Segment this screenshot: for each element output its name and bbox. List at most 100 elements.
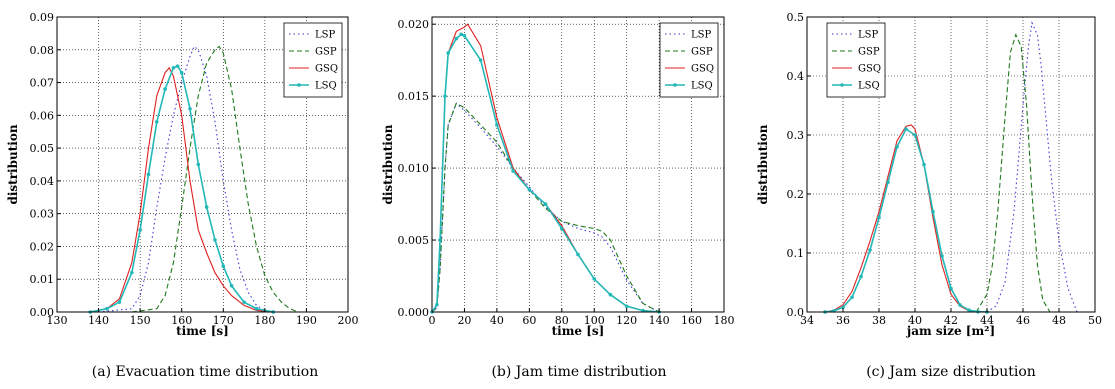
y-tick-label: 0.2: [787, 188, 805, 201]
x-tick-label: 120: [616, 314, 637, 327]
data-point-lsq: [117, 300, 122, 304]
data-point-lsq: [495, 123, 499, 127]
x-tick-label: 100: [584, 314, 605, 327]
legend-label-lsq: LSQ: [858, 81, 880, 92]
legend-label-gsq: GSQ: [691, 64, 714, 75]
x-tick-label: 40: [908, 314, 922, 327]
y-tick-label: 0.07: [30, 77, 55, 90]
data-point-lsq: [559, 226, 564, 231]
data-point-lsq: [163, 87, 167, 91]
data-point-lsq: [459, 32, 464, 37]
plot-frame: [56, 16, 349, 313]
data-point-lsq: [576, 252, 580, 257]
y-axis-label: distribution: [756, 124, 770, 204]
data-point-lsq: [242, 300, 246, 304]
series-line-gsq: [90, 66, 274, 312]
series-line-gsq: [824, 124, 979, 312]
data-point-lsq: [592, 277, 597, 281]
y-axis-label: distribution: [6, 124, 20, 204]
data-point-lsq: [511, 169, 515, 173]
data-point-lsq: [931, 209, 935, 214]
series-line-lsq: [90, 65, 274, 312]
legend-label-lsp: LSP: [315, 30, 335, 41]
x-tick-label: 80: [555, 314, 569, 327]
x-axis-label: time [s]: [552, 324, 605, 338]
y-tick-label: 0.005: [398, 234, 430, 247]
data-point-lsq: [138, 228, 142, 232]
caption-2: (b) Jam time distribution: [491, 364, 666, 380]
data-point-lsq: [868, 248, 872, 252]
y-tick-label: 0.02: [30, 240, 55, 253]
y-tick-label: 0.010: [398, 162, 430, 175]
x-tick-label: 60: [522, 314, 536, 327]
data-point-lsq: [641, 308, 645, 313]
data-point-lsq: [967, 308, 971, 313]
data-point-lsq: [130, 270, 134, 275]
data-point-lsq: [175, 64, 180, 68]
data-point-lsq: [841, 305, 845, 310]
y-tick-label: 0.03: [30, 208, 55, 221]
legend-label-lsq: LSQ: [315, 81, 337, 92]
y-tick-label: 0.015: [398, 90, 430, 103]
data-point-lsq: [608, 292, 613, 297]
chart-panel-2: 0 20 40 60 80 100 120 140 160 180 0.000 0.005 0.010 0…: [381, 16, 735, 380]
series-line-gsp: [131, 45, 299, 312]
legend-label-gsp: GSP: [691, 47, 713, 58]
x-tick-label: 46: [1016, 314, 1030, 327]
x-tick-label: 150: [130, 314, 151, 327]
series-line-lsp: [432, 102, 660, 312]
data-point-lsq: [922, 162, 926, 167]
x-tick-label: 130: [47, 314, 68, 327]
legend-label-gsq: GSQ: [858, 64, 881, 75]
x-tick-label: 36: [836, 314, 850, 327]
x-tick-label: 0: [429, 314, 436, 327]
plot-frame: [431, 16, 725, 313]
data-point-lsq: [221, 264, 226, 268]
data-point-lsq: [940, 254, 944, 258]
data-point-lsq: [213, 238, 217, 242]
x-axis-label: time [s]: [176, 324, 229, 338]
legend-label-lsp: LSP: [691, 30, 711, 41]
series-line-lsq: [432, 33, 660, 312]
data-point-lsq: [188, 106, 192, 111]
series-line-gsq: [432, 23, 660, 312]
x-tick-label: 50: [1088, 314, 1102, 327]
y-tick-label: 0.00: [30, 306, 55, 319]
data-point-lsq: [204, 205, 209, 209]
x-tick-label: 48: [1052, 314, 1066, 327]
y-axis-label: distribution: [381, 124, 395, 204]
series-line-lsq: [824, 127, 988, 312]
x-tick-label: 180: [714, 314, 735, 327]
legend-label-gsp: GSP: [315, 47, 337, 58]
y-tick-label: 0.06: [30, 109, 55, 122]
legend-marker-lsq: [297, 83, 301, 87]
chart-panel-1: 130 140 150 160 170 180 190 200 0.00 0.01 0.02 0.03…: [6, 11, 359, 380]
data-point-lsq: [435, 303, 439, 307]
legend-label-gsp: GSP: [858, 47, 880, 58]
series-line-lsp: [986, 20, 1078, 312]
x-tick-label: 20: [457, 314, 471, 327]
y-tick-label: 0.020: [398, 18, 430, 31]
y-tick-label: 0.5: [787, 11, 805, 24]
x-tick-label: 42: [944, 314, 958, 327]
series-line-gsp: [432, 102, 660, 312]
x-tick-label: 34: [800, 314, 814, 327]
y-tick-label: 0.000: [398, 306, 430, 319]
x-tick-label: 160: [681, 314, 702, 327]
y-tick-label: 0.09: [30, 11, 55, 24]
y-tick-label: 0.04: [30, 175, 55, 188]
x-tick-label: 170: [213, 314, 234, 327]
y-tick-label: 0.0: [787, 306, 805, 319]
x-tick-label: 140: [649, 314, 670, 327]
x-tick-label: 160: [171, 314, 192, 327]
data-point-lsq: [443, 94, 447, 98]
y-tick-label: 0.08: [30, 44, 55, 57]
data-point-lsq: [462, 33, 467, 38]
data-point-lsq: [886, 180, 890, 184]
data-point-lsq: [850, 295, 854, 300]
x-tick-label: 38: [872, 314, 886, 327]
x-tick-label: 200: [338, 314, 359, 327]
x-tick-label: 44: [980, 314, 994, 327]
data-point-lsq: [904, 127, 908, 131]
